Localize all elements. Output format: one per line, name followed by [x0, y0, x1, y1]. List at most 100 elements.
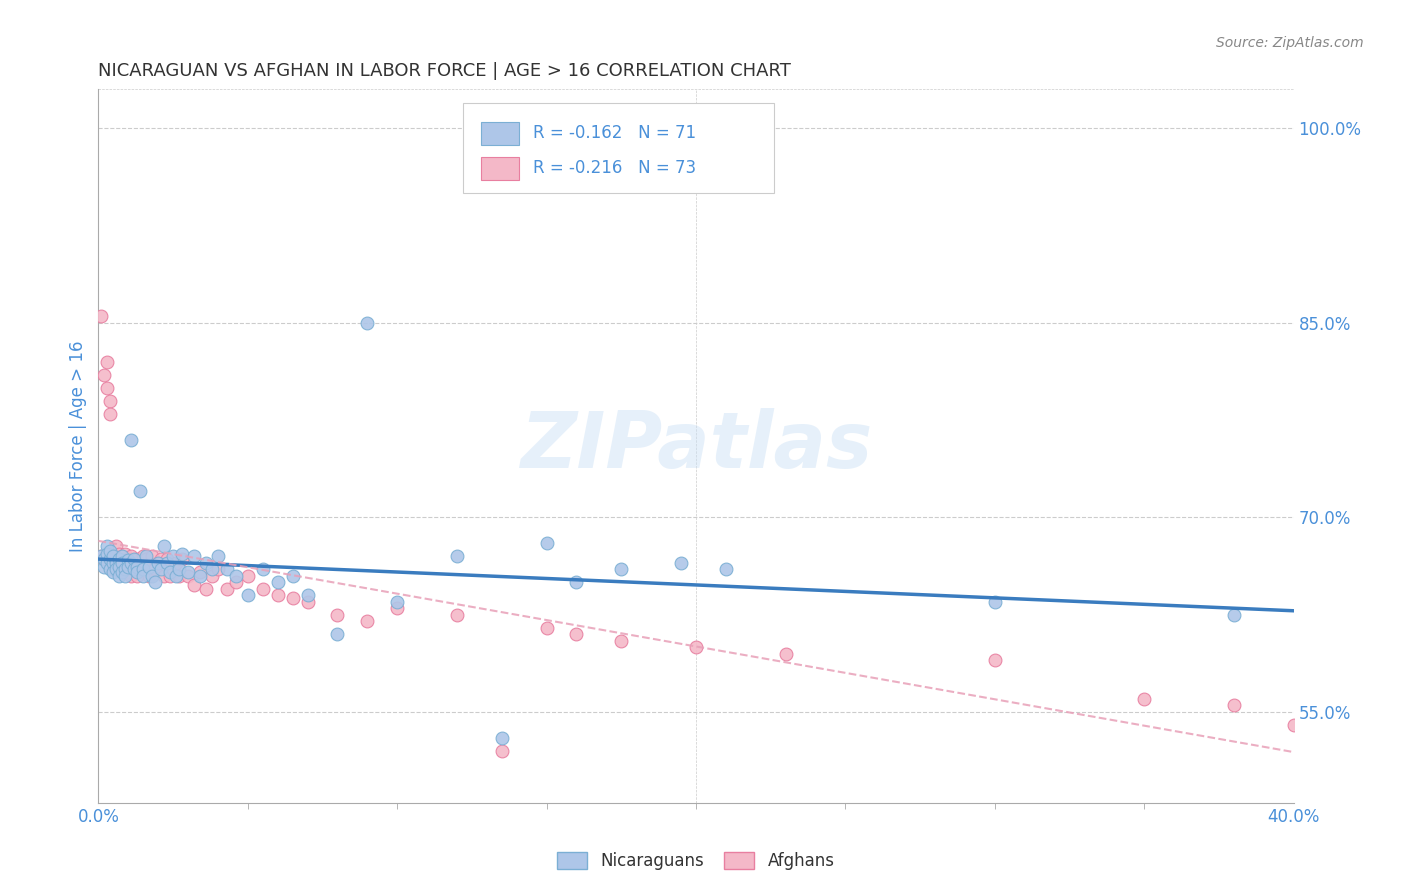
Point — [491, 731, 513, 745]
Point — [127, 552, 149, 566]
Point — [297, 595, 319, 609]
Point — [117, 565, 139, 579]
Point — [96, 381, 118, 395]
Point — [124, 562, 146, 576]
Point — [96, 354, 118, 368]
Point — [105, 556, 128, 570]
Point — [167, 568, 190, 582]
Point — [150, 562, 173, 576]
Point — [103, 549, 125, 564]
Point — [236, 568, 259, 582]
Point — [141, 568, 163, 582]
Point — [93, 552, 115, 566]
Text: NICARAGUAN VS AFGHAN IN LABOR FORCE | AGE > 16 CORRELATION CHART: NICARAGUAN VS AFGHAN IN LABOR FORCE | AG… — [98, 62, 792, 80]
Point — [356, 316, 378, 330]
Point — [105, 539, 128, 553]
Point — [138, 559, 160, 574]
Point — [385, 595, 409, 609]
Point — [225, 568, 247, 582]
Point — [188, 565, 211, 579]
Point — [135, 552, 157, 566]
FancyBboxPatch shape — [481, 122, 519, 145]
Point — [108, 559, 131, 574]
Point — [132, 568, 155, 582]
Legend: Nicaraguans, Afghans: Nicaraguans, Afghans — [551, 845, 841, 877]
Point — [120, 556, 142, 570]
Point — [111, 556, 134, 570]
Point — [90, 310, 112, 324]
Point — [132, 562, 155, 576]
Point — [194, 582, 218, 596]
Text: R = -0.216   N = 73: R = -0.216 N = 73 — [533, 160, 696, 178]
Point — [172, 552, 194, 566]
Point — [159, 568, 181, 582]
Point — [114, 547, 136, 561]
Point — [610, 562, 633, 576]
Point — [188, 568, 211, 582]
Point — [385, 601, 409, 615]
Point — [148, 556, 170, 570]
Point — [148, 556, 170, 570]
Point — [267, 588, 290, 602]
Point — [98, 407, 122, 421]
Point — [98, 393, 122, 408]
Point — [120, 433, 142, 447]
Point — [96, 539, 118, 553]
Point — [162, 549, 184, 564]
Point — [103, 549, 125, 564]
Point — [446, 607, 468, 622]
Point — [108, 547, 131, 561]
Point — [1282, 718, 1305, 732]
Point — [129, 559, 152, 574]
Point — [138, 568, 160, 582]
Point — [93, 368, 115, 382]
Point — [132, 562, 155, 576]
Point — [143, 575, 166, 590]
Text: Source: ZipAtlas.com: Source: ZipAtlas.com — [1216, 36, 1364, 50]
Point — [177, 568, 200, 582]
Point — [96, 556, 118, 570]
Point — [1133, 692, 1156, 706]
Point — [103, 565, 125, 579]
Point — [1223, 698, 1246, 713]
Point — [201, 562, 224, 576]
Point — [153, 568, 176, 582]
Point — [103, 562, 125, 576]
Point — [183, 578, 205, 592]
Point — [536, 621, 558, 635]
Point — [215, 562, 238, 576]
Point — [96, 552, 118, 566]
Point — [98, 562, 122, 576]
Point — [111, 549, 134, 564]
Point — [98, 544, 122, 558]
Point — [536, 536, 558, 550]
Point — [156, 556, 179, 570]
Point — [117, 559, 139, 574]
Point — [129, 484, 152, 499]
Point — [132, 549, 155, 564]
Point — [165, 556, 187, 570]
Point — [326, 607, 349, 622]
Point — [111, 565, 134, 579]
Point — [491, 744, 513, 758]
Point — [105, 562, 128, 576]
Point — [103, 552, 125, 566]
Point — [117, 552, 139, 566]
Point — [162, 562, 184, 576]
Point — [96, 547, 118, 561]
Point — [120, 549, 142, 564]
Point — [103, 556, 125, 570]
Point — [714, 562, 737, 576]
Point — [177, 565, 200, 579]
Point — [124, 552, 146, 566]
Point — [446, 549, 468, 564]
Point — [135, 549, 157, 564]
Point — [215, 582, 238, 596]
Point — [127, 559, 149, 574]
Point — [207, 562, 229, 576]
Point — [124, 556, 146, 570]
FancyBboxPatch shape — [481, 157, 519, 180]
Point — [236, 588, 259, 602]
Point — [90, 549, 112, 564]
Point — [127, 568, 149, 582]
